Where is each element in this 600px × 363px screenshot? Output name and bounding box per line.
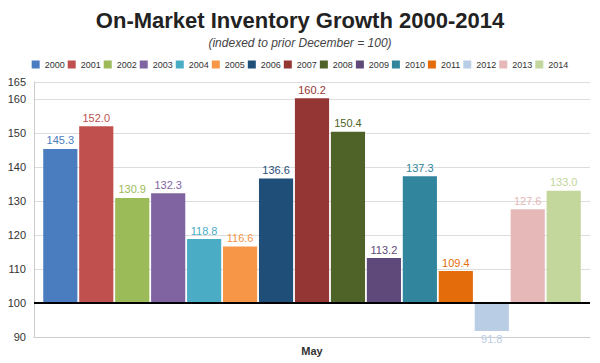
svg-text:130: 130	[8, 195, 26, 207]
svg-text:110: 110	[8, 263, 26, 275]
svg-text:160.2: 160.2	[298, 84, 326, 96]
svg-text:2007: 2007	[297, 60, 317, 70]
svg-text:2003: 2003	[153, 60, 173, 70]
svg-text:2011: 2011	[441, 60, 460, 70]
svg-text:152.0: 152.0	[83, 112, 111, 124]
svg-text:2005: 2005	[225, 60, 245, 70]
svg-text:136.6: 136.6	[262, 164, 290, 176]
svg-text:2009: 2009	[369, 60, 389, 70]
svg-text:145.3: 145.3	[47, 134, 75, 146]
svg-text:113.2: 113.2	[371, 244, 398, 256]
svg-text:2012: 2012	[476, 60, 496, 70]
svg-text:100: 100	[8, 297, 26, 309]
svg-text:On-Market Inventory Growth 200: On-Market Inventory Growth 2000-2014	[96, 8, 505, 33]
svg-text:165: 165	[8, 76, 26, 88]
svg-text:2002: 2002	[117, 60, 137, 70]
svg-text:140: 140	[8, 161, 26, 173]
svg-text:2014: 2014	[548, 60, 568, 70]
svg-text:(indexed to prior December = 1: (indexed to prior December = 100)	[208, 36, 391, 50]
svg-text:91.8: 91.8	[481, 333, 502, 345]
svg-text:2013: 2013	[512, 60, 532, 70]
svg-text:133.0: 133.0	[550, 176, 578, 188]
svg-text:160: 160	[8, 93, 26, 105]
svg-text:2000: 2000	[45, 60, 65, 70]
svg-text:90: 90	[14, 331, 26, 343]
svg-text:150.4: 150.4	[334, 117, 362, 129]
svg-text:150: 150	[8, 127, 26, 139]
svg-text:127.6: 127.6	[514, 195, 542, 207]
svg-text:2001: 2001	[81, 60, 101, 70]
svg-text:2008: 2008	[333, 60, 353, 70]
svg-text:2010: 2010	[405, 60, 425, 70]
svg-text:2006: 2006	[261, 60, 281, 70]
svg-text:118.8: 118.8	[191, 225, 218, 237]
svg-text:120: 120	[8, 229, 26, 241]
svg-text:May: May	[301, 345, 323, 357]
svg-text:132.3: 132.3	[154, 179, 182, 191]
svg-text:109.4: 109.4	[442, 257, 470, 269]
svg-text:116.6: 116.6	[227, 232, 254, 244]
svg-text:130.9: 130.9	[118, 183, 146, 195]
svg-text:2004: 2004	[189, 60, 209, 70]
svg-text:137.3: 137.3	[406, 162, 434, 174]
